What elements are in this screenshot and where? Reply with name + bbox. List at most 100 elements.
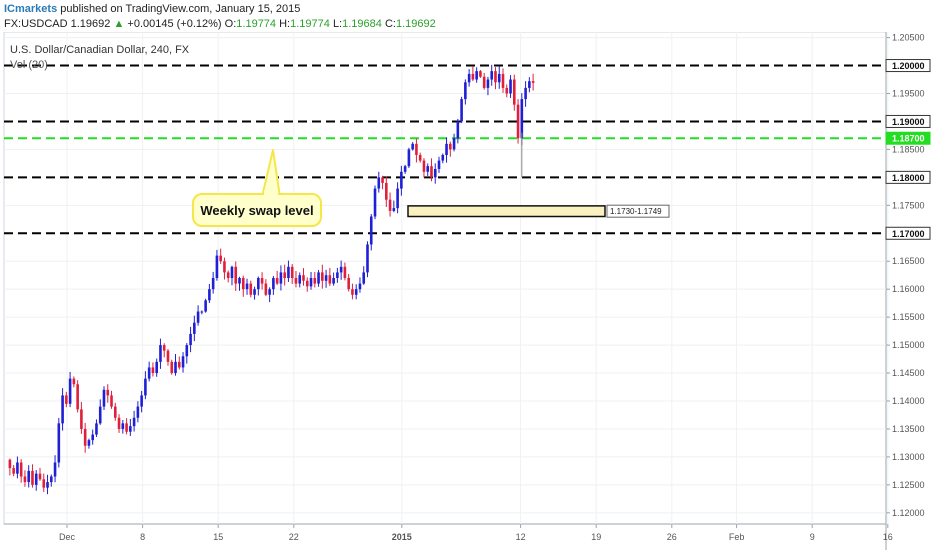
candle-body — [196, 311, 200, 323]
candle-body — [528, 81, 531, 88]
candle-body — [170, 361, 174, 374]
candle-body — [87, 440, 91, 446]
candle-body — [433, 168, 437, 178]
candle-body — [49, 476, 53, 483]
candle-body — [392, 208, 396, 211]
candle-body — [42, 479, 46, 488]
candle-body — [211, 278, 215, 290]
candle-body — [117, 417, 121, 429]
low-value: 1.19684 — [342, 18, 382, 30]
candle-body — [132, 417, 136, 427]
candle-body — [185, 345, 189, 357]
time-tick-label: 2015 — [392, 532, 412, 542]
candle-body — [358, 283, 362, 290]
symbol-label: FX:USDCAD — [4, 18, 68, 30]
time-tick-label: 8 — [140, 532, 145, 542]
candle-body — [516, 104, 520, 139]
candle-body — [426, 166, 430, 172]
level-price-label: 1.17000 — [892, 229, 925, 239]
candle-body — [351, 289, 354, 295]
candle-body — [324, 275, 328, 281]
candle-body — [177, 361, 181, 368]
time-tick-label: 12 — [516, 532, 526, 542]
price-tick-label: 1.12500 — [892, 480, 925, 490]
zone-label: 1.1730-1.1749 — [610, 207, 662, 216]
candle-body — [415, 143, 418, 155]
candle-body — [298, 275, 302, 284]
candle-body — [245, 283, 249, 290]
candle-body — [140, 395, 143, 407]
candle-body — [290, 266, 294, 278]
candle-body — [294, 278, 298, 284]
candle-body — [445, 143, 448, 155]
price-tick-label: 1.16500 — [892, 256, 925, 266]
price-tick-label: 1.13500 — [892, 424, 925, 434]
time-tick-label: Dec — [59, 532, 76, 542]
candle-body — [313, 278, 317, 284]
candle-body — [46, 482, 49, 488]
level-price-tag — [885, 226, 931, 240]
candle-body — [456, 121, 460, 139]
candle-body — [159, 345, 162, 362]
candle-body — [129, 426, 132, 432]
candle-body — [113, 406, 117, 418]
candle-body — [464, 82, 467, 100]
grid — [4, 32, 889, 524]
time-tick-label: 15 — [213, 532, 223, 542]
candle-body — [520, 99, 524, 139]
price-tick-label: 1.17500 — [892, 200, 925, 210]
candle-body — [287, 266, 290, 278]
candle-body — [377, 177, 381, 189]
close-label: C: — [384, 18, 396, 30]
candle-body — [407, 149, 411, 167]
brand-name[interactable]: ICmarkets — [4, 3, 58, 15]
candle-body — [80, 409, 83, 429]
candle-body — [76, 384, 79, 410]
candle-body — [321, 272, 324, 281]
candle-body — [234, 266, 238, 284]
candle-body — [494, 71, 497, 83]
high-label: H: — [279, 18, 291, 30]
candle-body — [482, 76, 486, 88]
candle-body — [403, 166, 407, 172]
candle-body — [204, 300, 207, 312]
candle-body — [418, 155, 422, 161]
candle-body — [166, 350, 170, 362]
quote-line: FX:USDCAD 1.19692 ▲ +0.00145 (+0.12%) O:… — [4, 18, 436, 30]
annotation-text: Weekly swap level — [200, 203, 313, 218]
candle-body — [102, 389, 106, 407]
candle-body — [302, 275, 305, 281]
candle-body — [452, 138, 456, 150]
candle-body — [12, 468, 15, 474]
candle-body — [230, 266, 234, 278]
candle-body — [347, 278, 350, 290]
candle-body — [57, 423, 61, 463]
candle-body — [223, 261, 226, 273]
candle-body — [467, 73, 471, 83]
candle-body — [106, 389, 110, 396]
candle-body — [125, 423, 128, 432]
candle-body — [369, 216, 373, 245]
price-chart[interactable]: 1.20000 1.19000 1.18700 1.18000 1.17000 1.17… — [0, 32, 932, 550]
candle-body — [497, 73, 501, 83]
price-tick-label: 1.12000 — [892, 508, 925, 518]
candle-body — [328, 275, 332, 284]
candle-body — [98, 406, 102, 424]
candle-body — [471, 73, 475, 80]
candle-body — [381, 177, 384, 183]
price-tick-label: 1.13000 — [892, 452, 925, 462]
candle-body — [501, 73, 505, 88]
candle-body — [354, 289, 358, 295]
candle-body — [91, 434, 94, 441]
candle-body — [272, 278, 275, 290]
candle-body — [279, 272, 283, 284]
level-price-tag — [885, 114, 931, 128]
price-tick-label: 1.14500 — [892, 368, 925, 378]
price-tick-label: 1.15500 — [892, 312, 925, 322]
candle-body — [200, 311, 204, 313]
level-price-label: 1.18700 — [892, 134, 925, 144]
candle-body — [155, 361, 158, 374]
volume-indicator-label[interactable]: Vol (20) — [10, 59, 48, 71]
price-tick-label: 1.19500 — [892, 89, 925, 99]
chart-title: U.S. Dollar/Canadian Dollar, 240, FX — [10, 44, 190, 56]
